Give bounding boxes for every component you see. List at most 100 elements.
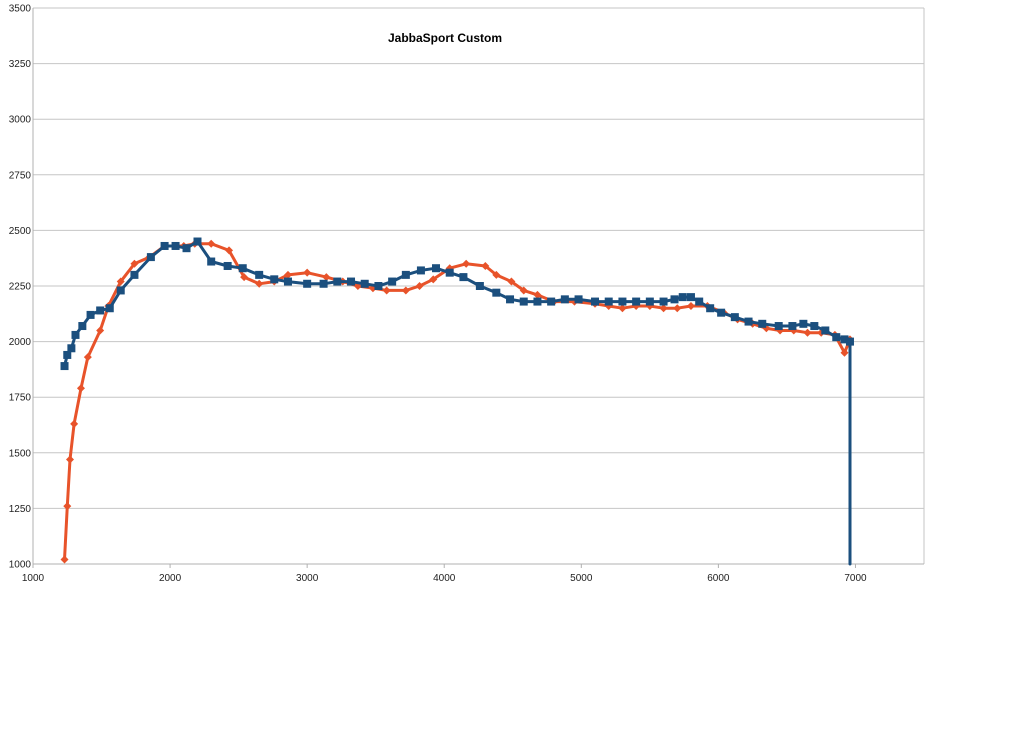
x-tick-label: 3000 — [296, 573, 319, 584]
data-point — [445, 268, 454, 277]
data-point — [207, 239, 216, 248]
y-tick-label: 2000 — [9, 337, 32, 348]
series-2 — [60, 237, 854, 566]
data-point — [706, 304, 715, 313]
data-point — [803, 328, 812, 337]
data-point — [799, 319, 808, 328]
y-tick-label: 3250 — [9, 59, 32, 70]
axes: 1000 1250 1500 1750 2000 2250 2500 2750 3000 3250… — [9, 4, 925, 584]
data-point — [225, 246, 234, 255]
data-point — [116, 286, 125, 295]
data-point — [401, 286, 410, 295]
data-point — [333, 277, 342, 286]
series-group — [60, 237, 854, 566]
data-point — [416, 266, 425, 275]
data-point — [774, 322, 783, 331]
data-point — [659, 304, 668, 313]
data-point — [758, 319, 767, 328]
data-point — [63, 350, 72, 359]
y-tick-label: 2250 — [9, 282, 32, 293]
data-point — [686, 302, 695, 311]
data-point — [146, 253, 155, 262]
data-point — [673, 304, 682, 313]
data-point — [70, 419, 79, 428]
data-point — [492, 288, 501, 297]
data-point — [319, 279, 328, 288]
x-tick-label: 7000 — [844, 573, 867, 584]
data-point — [618, 304, 627, 313]
data-point — [821, 326, 830, 335]
data-point — [240, 273, 249, 282]
data-point — [374, 282, 383, 290]
data-point — [462, 259, 471, 268]
data-point — [560, 295, 569, 304]
data-point — [591, 297, 600, 306]
data-point — [360, 279, 369, 288]
data-point — [347, 277, 356, 286]
data-point — [744, 317, 753, 326]
data-point — [533, 290, 542, 299]
data-point — [840, 335, 849, 344]
data-point — [492, 270, 501, 279]
data-point — [506, 295, 515, 304]
data-point — [659, 297, 668, 306]
data-point — [459, 273, 468, 282]
data-point — [303, 279, 312, 288]
data-point — [730, 313, 739, 322]
data-point — [60, 362, 69, 371]
data-point — [432, 264, 441, 273]
chart-title: JabbaSport Custom — [388, 31, 502, 45]
data-point — [130, 270, 139, 279]
data-point — [78, 322, 87, 331]
data-point — [547, 297, 556, 306]
data-point — [632, 297, 641, 306]
data-point — [60, 555, 69, 564]
data-point — [388, 277, 397, 286]
data-point — [475, 282, 484, 290]
data-point — [283, 277, 292, 286]
data-point — [283, 270, 292, 279]
y-tick-label: 1750 — [9, 393, 32, 404]
data-point — [574, 295, 583, 304]
y-tick-label: 2500 — [9, 226, 32, 237]
data-point — [66, 455, 75, 464]
data-point — [130, 259, 139, 268]
data-point — [401, 270, 410, 279]
data-point — [481, 261, 490, 270]
data-point — [845, 337, 854, 346]
data-point — [207, 257, 216, 266]
data-point — [303, 268, 312, 277]
data-point — [810, 322, 819, 331]
data-point — [670, 295, 679, 304]
x-tick-label: 4000 — [433, 573, 456, 584]
data-point — [788, 322, 797, 331]
y-tick-label: 2750 — [9, 170, 32, 181]
data-point — [116, 277, 125, 286]
x-tick-label: 1000 — [22, 573, 45, 584]
data-point — [67, 344, 76, 353]
data-point — [182, 244, 191, 253]
data-point — [171, 241, 180, 250]
data-point — [533, 297, 542, 306]
data-point — [322, 273, 331, 282]
data-point — [840, 348, 849, 357]
data-point — [71, 330, 80, 339]
y-tick-label: 3000 — [9, 115, 32, 126]
data-point — [255, 279, 264, 288]
data-point — [382, 286, 391, 295]
data-point — [238, 264, 247, 273]
x-tick-label: 6000 — [707, 573, 730, 584]
data-point — [63, 502, 72, 511]
x-tick-label: 2000 — [159, 573, 182, 584]
data-point — [96, 326, 105, 335]
data-point — [193, 237, 202, 246]
data-point — [519, 297, 528, 306]
data-point — [429, 275, 438, 284]
data-point — [83, 353, 92, 362]
data-point — [160, 241, 169, 250]
data-point — [686, 293, 695, 302]
y-tick-label: 1000 — [9, 560, 32, 571]
